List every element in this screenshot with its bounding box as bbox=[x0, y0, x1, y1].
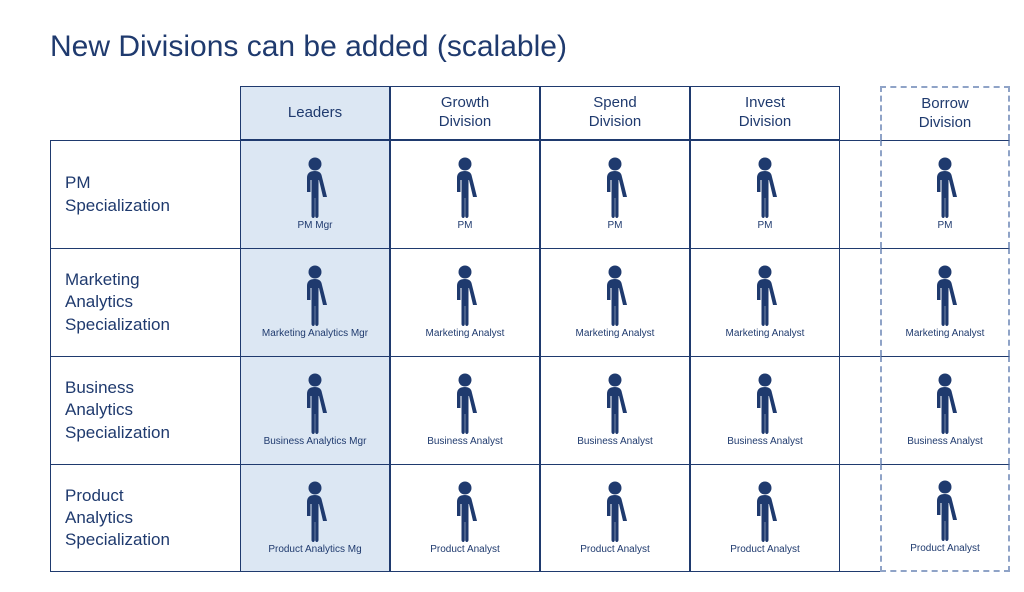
role-label: PM bbox=[938, 220, 953, 231]
column-header-spend: SpendDivision bbox=[540, 86, 690, 140]
person-icon bbox=[748, 156, 782, 218]
column-header-rowhead bbox=[50, 86, 240, 140]
role-cell: Marketing Analyst bbox=[690, 248, 840, 356]
gap-cell bbox=[840, 140, 880, 248]
org-matrix: LeadersGrowthDivisionSpendDivisionInvest… bbox=[50, 86, 1004, 572]
role-cell: PM bbox=[390, 140, 540, 248]
column-header-leaders: Leaders bbox=[240, 86, 390, 140]
role-cell: Business Analyst bbox=[540, 356, 690, 464]
role-cell: Marketing Analyst bbox=[540, 248, 690, 356]
gap-cell bbox=[840, 464, 880, 572]
person-icon bbox=[448, 156, 482, 218]
role-cell: PM bbox=[540, 140, 690, 248]
role-label: Marketing Analyst bbox=[426, 328, 505, 339]
row-label: ProductAnalyticsSpecialization bbox=[50, 464, 240, 572]
role-cell: Product Analytics Mg bbox=[240, 464, 390, 572]
role-label: Business Analyst bbox=[427, 436, 503, 447]
role-cell: Marketing Analyst bbox=[390, 248, 540, 356]
role-cell: PM Mgr bbox=[240, 140, 390, 248]
role-label: Business Analytics Mgr bbox=[264, 436, 367, 447]
person-icon bbox=[598, 480, 632, 542]
role-label: PM bbox=[458, 220, 473, 231]
role-label: PM bbox=[608, 220, 623, 231]
row-label: BusinessAnalyticsSpecialization bbox=[50, 356, 240, 464]
column-header-borrow: BorrowDivision bbox=[880, 86, 1010, 140]
person-icon bbox=[928, 264, 962, 326]
role-label: Marketing Analyst bbox=[726, 328, 805, 339]
role-label: Business Analyst bbox=[907, 436, 983, 447]
role-cell: Product Analyst bbox=[690, 464, 840, 572]
role-cell: Business Analyst bbox=[880, 356, 1010, 464]
role-cell: PM bbox=[880, 140, 1010, 248]
role-label: Marketing Analytics Mgr bbox=[262, 328, 368, 339]
role-cell: Product Analyst bbox=[880, 464, 1010, 572]
column-header-gap bbox=[840, 86, 880, 140]
person-icon bbox=[298, 480, 332, 542]
person-icon bbox=[598, 264, 632, 326]
role-label: Product Analyst bbox=[430, 544, 499, 555]
role-label: Business Analyst bbox=[727, 436, 803, 447]
gap-cell bbox=[840, 356, 880, 464]
gap-cell bbox=[840, 248, 880, 356]
person-icon bbox=[928, 372, 962, 434]
role-cell: Business Analyst bbox=[390, 356, 540, 464]
role-label: Product Analyst bbox=[580, 544, 649, 555]
role-cell: Marketing Analyst bbox=[880, 248, 1010, 356]
role-label: PM Mgr bbox=[298, 220, 333, 231]
person-icon bbox=[748, 480, 782, 542]
person-icon bbox=[928, 156, 962, 218]
role-cell: Product Analyst bbox=[540, 464, 690, 572]
role-label: PM bbox=[758, 220, 773, 231]
person-icon bbox=[748, 264, 782, 326]
person-icon bbox=[598, 156, 632, 218]
role-label: Marketing Analyst bbox=[576, 328, 655, 339]
person-icon bbox=[298, 156, 332, 218]
person-icon bbox=[928, 479, 962, 541]
role-label: Marketing Analyst bbox=[906, 328, 985, 339]
role-label: Business Analyst bbox=[577, 436, 653, 447]
person-icon bbox=[448, 480, 482, 542]
role-label: Product Analyst bbox=[730, 544, 799, 555]
person-icon bbox=[298, 372, 332, 434]
row-label: PMSpecialization bbox=[50, 140, 240, 248]
role-cell: Marketing Analytics Mgr bbox=[240, 248, 390, 356]
column-header-growth: GrowthDivision bbox=[390, 86, 540, 140]
role-label: Product Analytics Mg bbox=[268, 544, 361, 555]
person-icon bbox=[448, 372, 482, 434]
role-cell: PM bbox=[690, 140, 840, 248]
person-icon bbox=[298, 264, 332, 326]
person-icon bbox=[448, 264, 482, 326]
page-title: New Divisions can be added (scalable) bbox=[50, 30, 1004, 64]
role-cell: Product Analyst bbox=[390, 464, 540, 572]
person-icon bbox=[748, 372, 782, 434]
role-cell: Business Analytics Mgr bbox=[240, 356, 390, 464]
person-icon bbox=[598, 372, 632, 434]
row-label: MarketingAnalyticsSpecialization bbox=[50, 248, 240, 356]
role-cell: Business Analyst bbox=[690, 356, 840, 464]
column-header-invest: InvestDivision bbox=[690, 86, 840, 140]
role-label: Product Analyst bbox=[910, 543, 979, 554]
